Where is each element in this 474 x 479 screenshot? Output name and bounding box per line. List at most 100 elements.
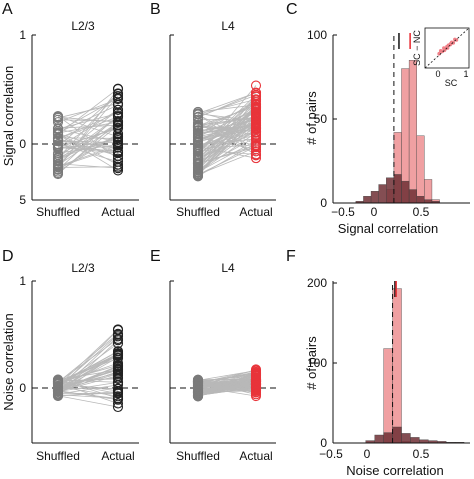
pair-line bbox=[197, 146, 257, 175]
shuffled-point bbox=[52, 380, 64, 391]
actual-point bbox=[250, 366, 262, 378]
actual-point bbox=[112, 107, 124, 118]
actual-point bbox=[112, 153, 124, 164]
pair-line bbox=[57, 365, 119, 391]
panel-d-ytick-zero: 0 bbox=[19, 381, 26, 395]
shuffled-point bbox=[52, 126, 64, 137]
actual-point bbox=[250, 101, 262, 113]
panel-a-ytick-zero: 0 bbox=[19, 137, 26, 151]
panel-c-xtick-pos: 0.5 bbox=[413, 205, 430, 219]
panel-c-xtick-neg: −0.5 bbox=[331, 205, 355, 219]
pair-line bbox=[57, 128, 119, 143]
histogram-bar bbox=[393, 174, 402, 204]
actual-point bbox=[250, 94, 262, 105]
shuffled-point bbox=[192, 391, 204, 402]
pair-line bbox=[57, 364, 119, 383]
pair-line bbox=[57, 103, 119, 119]
panel-e-title: L4 bbox=[221, 261, 235, 275]
panel-a-pairs bbox=[52, 83, 124, 180]
panel-letter-b: B bbox=[150, 1, 161, 18]
pair-line bbox=[197, 85, 257, 155]
panel-a-xtick-actual: Actual bbox=[101, 205, 134, 219]
panel-b-xtick-actual: Actual bbox=[239, 205, 272, 219]
pair-line bbox=[57, 329, 119, 390]
actual-point bbox=[112, 324, 124, 335]
actual-point bbox=[250, 139, 262, 150]
pair-line bbox=[197, 371, 257, 384]
panel-f-ylabel: # of pairs bbox=[304, 336, 319, 390]
actual-point bbox=[250, 369, 262, 380]
histogram-bar bbox=[424, 199, 433, 204]
shuffled-point bbox=[52, 383, 64, 394]
pair-line bbox=[57, 391, 119, 399]
pair-line bbox=[57, 119, 119, 122]
panel-f-xlabel: Noise correlation bbox=[346, 463, 444, 478]
panel-d-xtick-shuffled: Shuffled bbox=[36, 449, 80, 463]
actual-point bbox=[112, 328, 124, 339]
panel-d-pairs bbox=[52, 324, 124, 413]
pair-line bbox=[57, 97, 119, 132]
histogram-bar bbox=[363, 196, 372, 204]
inset-point bbox=[445, 46, 450, 50]
pair-line bbox=[197, 140, 257, 173]
pair-line bbox=[57, 146, 119, 154]
panel-c-xtick-zero: 0 bbox=[371, 205, 378, 219]
panel-d-ytick-top: 1 bbox=[19, 274, 26, 288]
actual-point bbox=[112, 377, 124, 388]
pair-line bbox=[197, 117, 257, 126]
actual-point bbox=[112, 391, 124, 402]
shuffled-point bbox=[192, 375, 204, 386]
pair-line bbox=[57, 336, 119, 393]
shuffled-point bbox=[192, 154, 204, 165]
pair-line bbox=[57, 134, 119, 171]
shuffled-point bbox=[52, 386, 64, 397]
panel-c-inset: SC − NC 0 1 SC bbox=[412, 27, 470, 88]
pair-line bbox=[197, 103, 257, 131]
shuffled-point bbox=[192, 378, 204, 389]
pair-line bbox=[197, 113, 257, 171]
actual-point bbox=[112, 360, 124, 371]
pair-line bbox=[57, 104, 119, 134]
actual-point bbox=[112, 137, 124, 148]
actual-point bbox=[112, 132, 124, 143]
panel-a-ytick-top: 1 bbox=[19, 28, 26, 42]
panel-c-inset-xlabel: SC bbox=[445, 78, 458, 88]
shuffled-point bbox=[192, 158, 204, 169]
pair-line bbox=[197, 118, 257, 175]
pair-line bbox=[57, 145, 119, 148]
pair-line bbox=[57, 125, 119, 174]
pair-line bbox=[57, 112, 119, 140]
shuffled-point bbox=[192, 164, 204, 175]
histogram-bar bbox=[408, 60, 417, 204]
shuffled-point bbox=[192, 131, 204, 142]
actual-point bbox=[112, 159, 124, 170]
actual-point bbox=[112, 388, 124, 399]
pair-line bbox=[197, 125, 257, 135]
histogram-bar bbox=[410, 437, 420, 444]
panel-b: L4 Shuffled Actual bbox=[169, 19, 276, 219]
panel-c-inset-ylabel: SC − NC bbox=[412, 30, 422, 66]
shuffled-point bbox=[192, 169, 204, 180]
pair-line bbox=[57, 371, 119, 393]
pair-line bbox=[197, 114, 257, 155]
pair-line bbox=[57, 353, 119, 383]
histogram-bar bbox=[383, 432, 393, 444]
actual-point bbox=[250, 120, 262, 131]
panel-c-xlabel: Signal correlation bbox=[338, 221, 438, 236]
histogram-bar bbox=[401, 180, 410, 204]
panel-letter-c: C bbox=[286, 1, 298, 18]
panel-f-xtick-neg: −0.5 bbox=[319, 447, 343, 461]
shuffled-point bbox=[52, 129, 64, 140]
actual-point bbox=[112, 370, 124, 381]
pair-line bbox=[57, 88, 119, 135]
histogram-bar bbox=[383, 348, 393, 444]
actual-point bbox=[250, 142, 262, 153]
panel-letter-f: F bbox=[286, 248, 296, 265]
actual-point bbox=[112, 349, 124, 360]
panel-c-histogram bbox=[355, 33, 440, 204]
pair-line bbox=[197, 106, 257, 175]
actual-point bbox=[112, 104, 124, 115]
panel-f: # of pairs 0 100 200 −0.5 0 0.5 Noise co… bbox=[304, 276, 470, 478]
panel-d-ylabel: Noise correlation bbox=[1, 313, 16, 411]
panel-letter-d: D bbox=[2, 248, 14, 265]
